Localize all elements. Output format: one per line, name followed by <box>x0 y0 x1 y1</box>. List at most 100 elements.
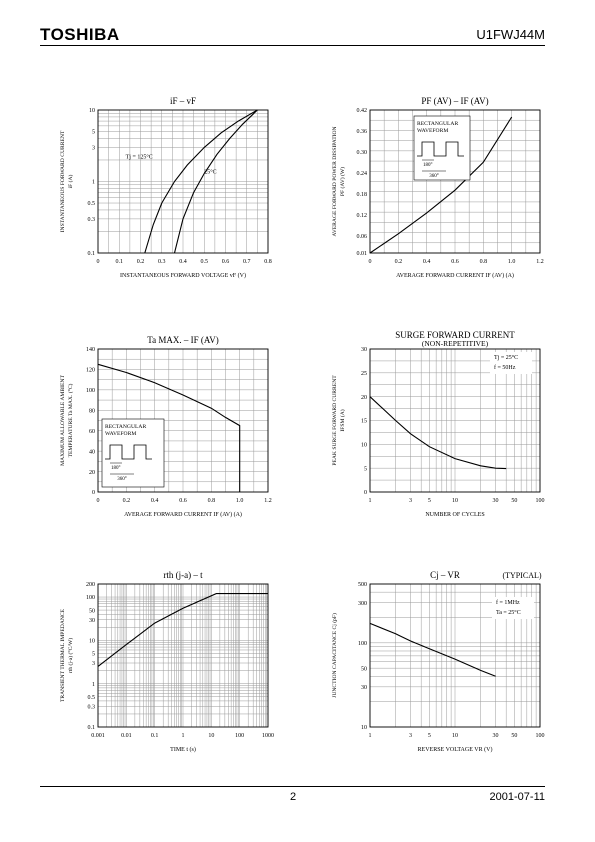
chart-title: Cj – VR <box>430 570 460 580</box>
x-tick-label: 10 <box>208 733 214 739</box>
x-tick-label: 0.7 <box>243 259 251 265</box>
inset-frame <box>101 418 165 488</box>
inset-label-360: 360° <box>117 477 127 482</box>
y-tick-label: 0.12 <box>357 213 368 219</box>
y-tick-label: 0.36 <box>357 129 368 135</box>
condition-text: f = 1MHz <box>496 599 520 606</box>
y-tick-label: 0 <box>92 490 95 496</box>
y-tick-label: 0.3 <box>88 217 96 223</box>
y-tick-label: 0.01 <box>357 251 368 257</box>
inset-label-180: 180° <box>111 466 121 471</box>
plot-frame <box>97 348 269 493</box>
grid <box>97 109 269 254</box>
x-tick-label: 1.0 <box>508 259 516 265</box>
x-tick-label: 30 <box>493 733 499 739</box>
x-tick-label: 50 <box>511 498 517 504</box>
x-tick-label: 1 <box>182 733 185 739</box>
x-tick-label: 1 <box>369 498 372 504</box>
inset-title-line2: WAVEFORM <box>417 128 448 134</box>
chart-surge-current: 1 3 5 10 30 50 100 0 5 10 15 20 25 30 NUMBER OF CYCLES… <box>332 330 545 518</box>
x-axis-label: REVERSE VOLTAGE VR (V) <box>418 746 493 753</box>
y-tick-label: 0.5 <box>88 695 96 701</box>
x-tick-label: 10 <box>452 733 458 739</box>
chart-title: rth (j-a) – t <box>163 570 203 580</box>
y-tick-label: 200 <box>86 582 95 588</box>
y-tick-label: 0.30 <box>357 150 368 156</box>
chart-title: Ta MAX. – IF (AV) <box>147 335 218 345</box>
x-tick-label: 0.8 <box>480 259 488 265</box>
x-tick-label: 0.8 <box>264 259 272 265</box>
chart-thermal-impedance: 0.001 0.01 0.1 1 10 100 1000 0.1 0.3 0.5 1 3 5 10 30 50… <box>60 570 274 753</box>
conditions-box: Tj = 25°C f = 50Hz <box>490 352 532 374</box>
page-number: 2 <box>290 791 297 803</box>
x-axis-label: INSTANTANEOUS FORWARD VOLTAGE vF (V) <box>120 272 246 279</box>
y-tick-label: 60 <box>89 429 95 435</box>
curve-label: Tj = 125°C <box>126 153 153 160</box>
y-axis-label: JUNCTION CAPACITANCE Cj (pF) <box>331 613 338 698</box>
chart-title: SURGE FORWARD CURRENT <box>395 330 515 340</box>
y-tick-label: 15 <box>361 419 367 425</box>
series-line-1 <box>97 593 268 667</box>
x-tick-label: 1 <box>369 733 372 739</box>
footer-date: 2001-07-11 <box>489 791 545 803</box>
y-tick-label: 10 <box>361 725 367 731</box>
y-tick-label: 50 <box>89 608 95 614</box>
x-tick-label: 100 <box>536 733 545 739</box>
series-line-1 <box>369 396 507 470</box>
y-tick-label: 3 <box>92 661 95 667</box>
x-tick-label: 100 <box>235 733 244 739</box>
y-axis-label-secondary: rth (j-a) (°C/W) <box>67 638 74 673</box>
x-tick-label: 1.2 <box>264 498 272 504</box>
chart-title-note: (TYPICAL) <box>502 571 541 580</box>
chart-title: iF – vF <box>170 96 196 106</box>
x-tick-label: 0.3 <box>158 259 166 265</box>
y-tick-label: 50 <box>361 666 367 672</box>
waveform-trace <box>417 141 464 157</box>
x-tick-label: 0.1 <box>116 259 124 265</box>
inset-label-360: 360° <box>429 174 439 179</box>
y-tick-label: 80 <box>89 408 95 414</box>
inset-title-line1: RECTANGULAR <box>417 121 458 127</box>
x-tick-label: 1.0 <box>236 498 244 504</box>
x-tick-label: 0.4 <box>179 259 187 265</box>
x-axis-label: TIME t (s) <box>170 746 196 753</box>
x-tick-label: 30 <box>493 498 499 504</box>
inset-title-line2: WAVEFORM <box>105 431 136 437</box>
chart-if-vf: 0 0.1 0.2 0.3 0.4 0.5 0.6 0.7 0.80.10.30.513510I… <box>60 96 272 279</box>
y-tick-label: 0.3 <box>88 705 96 711</box>
y-axis-label: MAXIMUM ALLOWABLE AMBIENT <box>60 375 66 466</box>
y-tick-label: 100 <box>86 388 95 394</box>
y-axis-label: INSTANTANEOUS FORWARD CURRENT <box>60 130 66 232</box>
plot-frame <box>369 109 541 254</box>
x-tick-label: 0 <box>369 259 372 265</box>
chart-pf-if: 0 0.2 0.4 0.6 0.8 1.0 1.2 0.01 0.06 0.12 0.18 0.24 0… <box>332 96 544 279</box>
y-tick-label: 3 <box>92 146 95 152</box>
y-axis-label-secondary: IFSM (A) <box>339 409 346 431</box>
x-tick-label: 3 <box>409 498 412 504</box>
series-line-1 <box>144 109 258 254</box>
chart-junction-capacitance: 1 3 5 10 30 50 100 10 30 50 100 300 500 REVERSE VOLTA… <box>331 570 545 753</box>
x-tick-label: 0.2 <box>123 498 131 504</box>
chart-title: PF (AV) – IF (AV) <box>421 96 488 106</box>
x-tick-label: 50 <box>511 733 517 739</box>
part-number: U1FWJ44M <box>476 27 545 42</box>
y-tick-label: 140 <box>86 347 95 353</box>
inset-title-line1: RECTANGULAR <box>105 424 146 430</box>
x-tick-label: 0.6 <box>222 259 230 265</box>
y-tick-label: 5 <box>364 466 367 472</box>
y-tick-label: 5 <box>92 130 95 136</box>
grid <box>97 583 269 728</box>
conditions-bg <box>492 597 534 619</box>
y-tick-label: 100 <box>358 641 367 647</box>
y-tick-label: 20 <box>89 470 95 476</box>
y-tick-label: 30 <box>361 347 367 353</box>
y-axis-label-secondary: TEMPERATURE Ta MAX. (°C) <box>67 383 74 457</box>
condition-text: Tj = 25°C <box>494 354 518 361</box>
conditions-bg <box>490 352 532 374</box>
y-tick-label: 300 <box>358 601 367 607</box>
x-tick-label: 10 <box>452 498 458 504</box>
y-tick-label: 0.42 <box>357 108 368 114</box>
x-tick-label: 0.8 <box>208 498 216 504</box>
y-tick-label: 0.1 <box>88 251 96 257</box>
